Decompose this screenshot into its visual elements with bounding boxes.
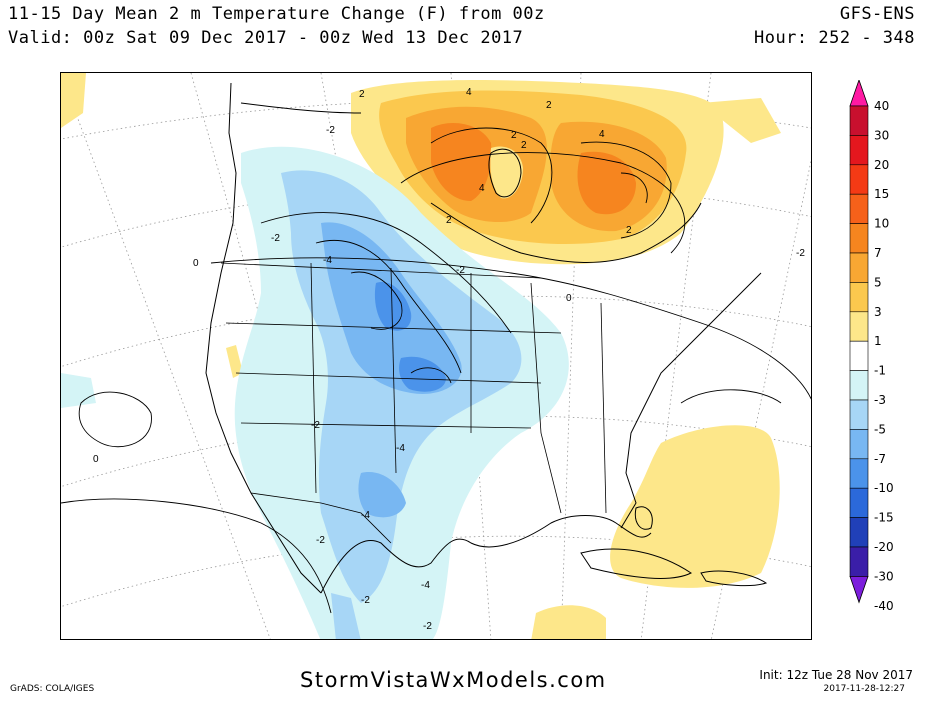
contour-label: -2 xyxy=(361,595,370,606)
scale-swatch xyxy=(849,429,869,460)
contour-label: -2 xyxy=(796,248,805,259)
color-scale-legend: 40 30 20 15 10 7 5 3 1 -1 -3 -5 -7 -10 -15 -20 -30 -40 xyxy=(849,80,894,613)
scale-label: -1 xyxy=(874,364,886,378)
borders xyxy=(220,262,607,544)
scale-arrow-bottom xyxy=(849,576,869,604)
color-scale-swatches xyxy=(849,80,869,604)
contour-label: -4 xyxy=(361,510,370,521)
coastlines xyxy=(205,82,762,594)
warm-anomaly-canada xyxy=(351,80,724,265)
run-timestamp: 2017-11-28-12:27 xyxy=(823,684,906,694)
scale-label: 30 xyxy=(874,128,889,142)
contour-label: 2 xyxy=(521,140,527,151)
color-scale-labels: 40 30 20 15 10 7 5 3 1 -1 -3 -5 -7 -10 -15 -20 -30 -40 xyxy=(874,99,894,613)
scale-swatch xyxy=(849,458,869,489)
scale-label: 7 xyxy=(874,246,882,260)
contour-labels: -2 -2 -2 -4 -4 -4 -2 -2 -4 -2 -2 0 0 0 2… xyxy=(93,87,805,632)
contour-label: 2 xyxy=(546,100,552,111)
contour-label: -2 xyxy=(326,125,335,136)
site-name: StormVistaWxModels.com xyxy=(300,668,607,692)
contour-label: -2 xyxy=(316,535,325,546)
scale-label: -7 xyxy=(874,452,886,466)
scale-swatch xyxy=(849,223,869,254)
scale-label: -30 xyxy=(874,569,894,583)
contour-label: -2 xyxy=(423,621,432,632)
scale-swatch xyxy=(849,282,869,313)
scale-swatch xyxy=(849,135,869,166)
scale-swatch xyxy=(849,193,869,224)
valid-period: Valid: 00z Sat 09 Dec 2017 - 00z Wed 13 … xyxy=(8,28,524,48)
scale-label: 20 xyxy=(874,158,889,172)
contour-label: 4 xyxy=(466,87,472,98)
scale-swatch xyxy=(849,546,869,577)
software-credit: GrADS: COLA/IGES xyxy=(10,684,95,694)
scale-label: -15 xyxy=(874,511,894,525)
scale-label: 10 xyxy=(874,217,889,231)
contour-label: 4 xyxy=(599,129,605,140)
scale-arrow-top xyxy=(849,80,869,107)
scale-label: -3 xyxy=(874,393,886,407)
scale-swatch xyxy=(849,487,869,518)
contour-label: -2 xyxy=(311,420,320,431)
scale-swatch xyxy=(849,164,869,195)
map-title: 11-15 Day Mean 2 m Temperature Change (F… xyxy=(8,4,545,24)
warm-anomaly-atlantic xyxy=(61,73,781,639)
contour-label: -4 xyxy=(396,443,405,454)
contours xyxy=(61,127,811,614)
scale-swatch xyxy=(849,311,869,342)
scale-label: -20 xyxy=(874,540,894,554)
scale-swatch xyxy=(849,399,869,430)
forecast-hour-range: Hour: 252 - 348 xyxy=(753,28,915,48)
contour-label: 2 xyxy=(446,215,452,226)
map-panel: -2 -2 -2 -4 -4 -4 -2 -2 -4 -2 -2 0 0 0 2… xyxy=(60,72,812,640)
scale-label: 3 xyxy=(874,305,882,319)
contour-label: 0 xyxy=(93,454,99,465)
scale-label: 40 xyxy=(874,99,889,113)
scale-swatch xyxy=(849,340,869,371)
contour-label: 4 xyxy=(479,183,485,194)
model-name: GFS-ENS xyxy=(839,4,915,24)
scale-label: -40 xyxy=(874,599,894,613)
scale-label: 1 xyxy=(874,334,882,348)
contour-label: -4 xyxy=(421,580,430,591)
scale-swatch xyxy=(849,252,869,283)
contour-label: 0 xyxy=(193,258,199,269)
scale-label: -5 xyxy=(874,422,886,436)
islands xyxy=(580,506,768,587)
init-time: Init: 12z Tue 28 Nov 2017 xyxy=(759,668,913,682)
contour-label: 2 xyxy=(359,89,365,100)
scale-swatch xyxy=(849,370,869,401)
contour-label: 2 xyxy=(511,130,517,141)
scale-label: -10 xyxy=(874,481,894,495)
contour-label: -4 xyxy=(323,255,332,266)
contour-label: -2 xyxy=(271,233,280,244)
contour-label: 2 xyxy=(626,225,632,236)
scale-swatch xyxy=(849,517,869,548)
scale-label: 5 xyxy=(874,275,882,289)
scale-swatch xyxy=(849,105,869,136)
temperature-change-map: -2 -2 -2 -4 -4 -4 -2 -2 -4 -2 -2 0 0 0 2… xyxy=(61,73,811,639)
contour-label: -2 xyxy=(456,265,465,276)
contour-label: 0 xyxy=(566,293,572,304)
scale-label: 15 xyxy=(874,187,889,201)
